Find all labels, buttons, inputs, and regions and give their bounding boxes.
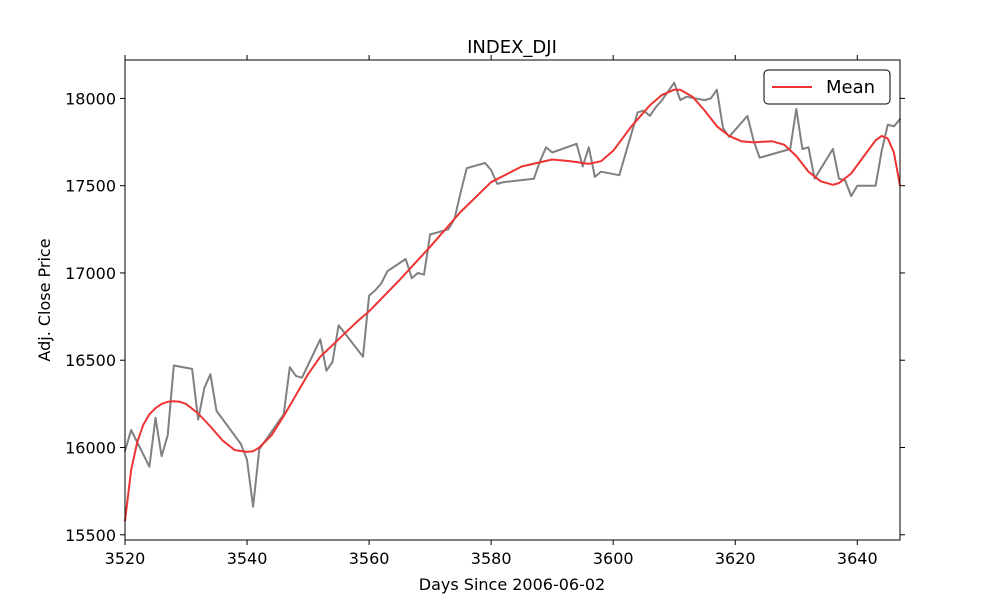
y-tick-label: 15500 xyxy=(65,526,116,545)
y-tick-label: 17500 xyxy=(65,177,116,196)
y-tick-label: 17000 xyxy=(65,264,116,283)
x-tick-label: 3580 xyxy=(471,549,512,568)
x-tick-label: 3600 xyxy=(593,549,634,568)
x-tick-label: 3560 xyxy=(349,549,390,568)
plot-frame xyxy=(124,59,901,541)
series-line-price xyxy=(124,81,901,508)
y-axis-label: Adj. Close Price xyxy=(35,238,54,361)
y-tick-label: 16000 xyxy=(65,438,116,457)
x-axis-label: Days Since 2006-06-02 xyxy=(419,575,605,594)
y-tick-label: 16500 xyxy=(65,351,116,370)
y-tick-label: 18000 xyxy=(65,89,116,108)
series-line-mean xyxy=(124,88,901,522)
x-axis-ticks: 3520 3540 3560 3580 3600 3620 3640 xyxy=(105,55,878,568)
legend: Mean xyxy=(763,69,891,105)
series-layer xyxy=(124,81,901,522)
legend-mean-label: Mean xyxy=(826,77,875,98)
x-tick-label: 3640 xyxy=(837,549,878,568)
legend-box xyxy=(763,69,891,105)
x-tick-label: 3620 xyxy=(715,549,756,568)
x-tick-label: 3540 xyxy=(227,549,268,568)
x-tick-label: 3520 xyxy=(105,549,146,568)
y-axis-ticks: 15500 16000 16500 17000 17500 18000 xyxy=(65,89,905,545)
chart-title: INDEX_DJI xyxy=(467,37,557,58)
